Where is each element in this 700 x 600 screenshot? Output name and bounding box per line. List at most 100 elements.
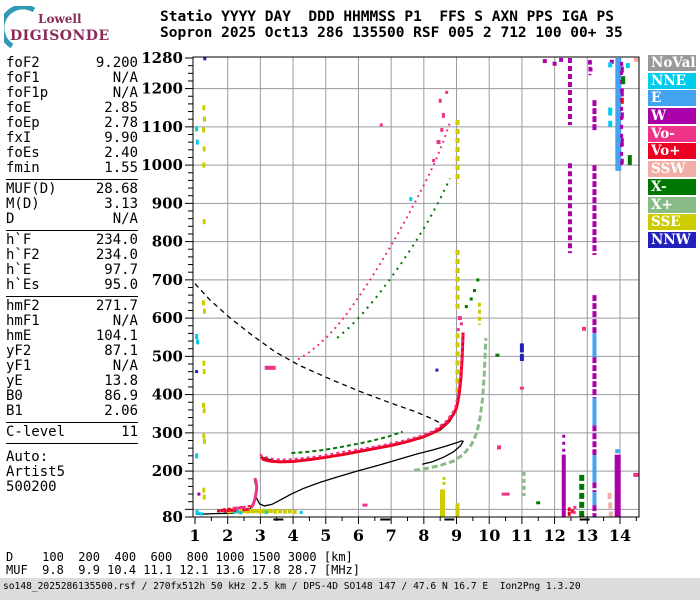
echo-speck bbox=[239, 511, 243, 515]
echo-speck bbox=[625, 63, 630, 69]
param-row: h`F 234.0 bbox=[6, 233, 138, 248]
echo-speck bbox=[232, 510, 236, 514]
param-label: B1 bbox=[6, 403, 23, 419]
param-value: 104.1 bbox=[95, 328, 138, 344]
auto-line: Artist5 bbox=[6, 464, 66, 480]
echo-speck bbox=[268, 508, 273, 513]
parameter-panel: foF2 9.200 foF1 N/A foF1p N/A foE 2.85 foEp 2.78 f… bbox=[6, 56, 138, 495]
param-label: foEs bbox=[6, 145, 40, 161]
x-axis-label: 7 bbox=[386, 526, 397, 545]
param-row: B1 2.06 bbox=[6, 404, 138, 419]
info-strip: so148_2025286135500.rsf / 270fx512h 50 k… bbox=[0, 578, 700, 600]
echo-speck bbox=[232, 506, 239, 510]
echo-speck bbox=[203, 308, 206, 314]
echo-speck bbox=[273, 509, 278, 514]
echo-speck bbox=[456, 328, 460, 332]
param-row: foF1 N/A bbox=[6, 71, 138, 86]
echo-speck bbox=[196, 511, 200, 515]
y-axis-label: 200 bbox=[152, 462, 183, 480]
polarization-legend: NoVal NNE E W Vo- Vo+ SSW X- X+ SSE NNW bbox=[648, 55, 696, 250]
echo-speck bbox=[203, 438, 206, 444]
y-axis-label: 500 bbox=[152, 347, 183, 365]
param-label: h`F2 bbox=[6, 247, 40, 263]
echo-speck bbox=[202, 127, 205, 133]
param-row: hmF2 271.7 bbox=[6, 299, 138, 314]
param-label: h`E bbox=[6, 262, 32, 278]
param-value: N/A bbox=[112, 358, 138, 374]
lowell-digisonde-logo: Lowell DIGISONDE bbox=[4, 6, 134, 50]
echo-speck bbox=[243, 508, 248, 513]
station-header: Statio YYYY DAY DDD HHMMSS P1 FFS S AXN … bbox=[160, 9, 623, 41]
param-value: 13.8 bbox=[104, 373, 138, 389]
param-label: D bbox=[6, 211, 15, 227]
echo-speck bbox=[497, 445, 501, 450]
param-label: foE bbox=[6, 100, 32, 116]
param-row: fxI 9.90 bbox=[6, 131, 138, 146]
x-axis-label: 14 bbox=[609, 526, 631, 545]
y-axis-label: 900 bbox=[152, 194, 183, 212]
echo-speck bbox=[573, 505, 577, 509]
echo-speck bbox=[620, 112, 624, 119]
echo-speck bbox=[559, 57, 564, 62]
param-value: 97.7 bbox=[104, 262, 138, 278]
echo-speck bbox=[495, 353, 500, 357]
param-value: 234.0 bbox=[95, 232, 138, 248]
echo-speck bbox=[240, 509, 245, 514]
echo-speck bbox=[200, 512, 203, 516]
echo-speck bbox=[519, 343, 524, 353]
echo-speck bbox=[587, 60, 592, 65]
x-axis-label: 2 bbox=[222, 526, 233, 545]
y-axis-label: 1200 bbox=[141, 80, 183, 98]
param-value: 11 bbox=[121, 424, 138, 440]
param-label: foF2 bbox=[6, 55, 40, 71]
echo-speck bbox=[571, 509, 575, 514]
echo-speck bbox=[588, 67, 593, 72]
param-row: foEp 2.78 bbox=[6, 116, 138, 131]
param-label: foEp bbox=[6, 115, 40, 131]
echo-speck bbox=[202, 487, 206, 493]
echo-speck bbox=[607, 493, 612, 499]
echo-speck bbox=[432, 159, 436, 162]
echo-speck bbox=[202, 433, 206, 439]
param-value: 234.0 bbox=[95, 247, 138, 263]
param-label: hmF1 bbox=[6, 313, 40, 329]
echo-speck bbox=[620, 158, 624, 164]
echo-speck bbox=[409, 197, 413, 202]
echo-speck bbox=[519, 386, 524, 390]
param-row: yE 13.8 bbox=[6, 374, 138, 389]
header-line2: Sopron 2025 Oct13 286 135500 RSF 005 2 7… bbox=[160, 25, 623, 41]
echo-speck bbox=[620, 88, 624, 97]
echo-speck bbox=[608, 107, 613, 116]
echo-speck bbox=[217, 509, 220, 513]
legend-item-ssw: SSW bbox=[648, 161, 696, 178]
param-label: M(D) bbox=[6, 196, 40, 212]
y-axis-label: 300 bbox=[152, 424, 183, 442]
x-axis-label: 4 bbox=[287, 526, 298, 545]
echo-speck bbox=[246, 509, 250, 514]
echo-trace bbox=[297, 121, 451, 361]
echo-speck bbox=[282, 509, 287, 514]
muf-row: MUF 9.8 9.9 10.4 11.1 12.1 13.6 17.8 28.… bbox=[6, 563, 361, 577]
echo-speck bbox=[195, 370, 199, 374]
param-value: 86.9 bbox=[104, 388, 138, 404]
y-axis-label: 1100 bbox=[141, 118, 183, 136]
echo-speck bbox=[542, 59, 547, 64]
echo-speck bbox=[261, 509, 266, 514]
param-value: 9.90 bbox=[104, 130, 138, 146]
legend-item-x-: X- bbox=[648, 178, 696, 195]
echo-speck bbox=[202, 146, 206, 152]
param-row: fmin 1.55 bbox=[6, 161, 138, 176]
param-label: h`Es bbox=[6, 277, 40, 293]
echo-speck bbox=[236, 509, 239, 513]
echo-speck bbox=[469, 297, 473, 301]
legend-item-x+: X+ bbox=[648, 196, 696, 213]
param-label: foF1 bbox=[6, 70, 40, 86]
legend-item-vo+: Vo+ bbox=[648, 143, 696, 160]
param-label: yF2 bbox=[6, 343, 32, 359]
param-row: h`E 97.7 bbox=[6, 263, 138, 278]
param-label: h`F bbox=[6, 232, 32, 248]
y-axis-label: 80 bbox=[162, 508, 183, 526]
y-axis-label: 800 bbox=[152, 233, 183, 251]
legend-item-vo-: Vo- bbox=[648, 125, 696, 142]
